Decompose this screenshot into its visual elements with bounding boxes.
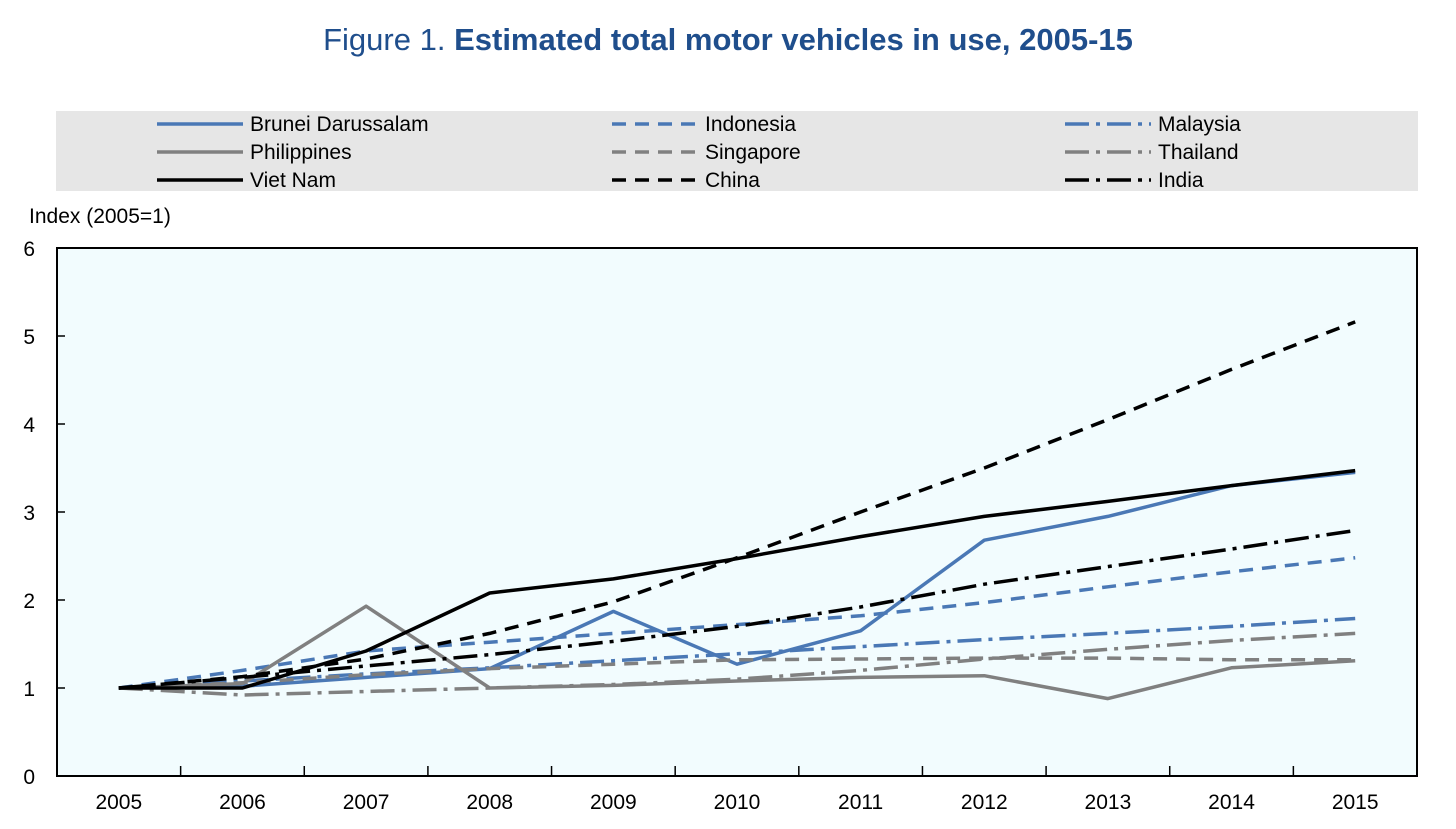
figure-prefix: Figure 1. [323,22,446,57]
x-tick-label: 2006 [219,791,266,814]
x-tick-label: 2011 [838,791,883,814]
y-axis-label: Index (2005=1) [29,205,171,228]
y-axis: 0 1 2 3 4 5 6 [23,238,65,789]
series-line-brunei-darussalam [118,470,1356,690]
legend-label: India [1158,169,1204,192]
x-tick-label: 2014 [1208,791,1255,814]
legend-label: China [705,169,760,192]
legend-label: Indonesia [705,113,796,136]
y-tick-label: 1 [23,678,35,701]
legend: Brunei Darussalam Indonesia Malaysia Philip… [157,113,1241,192]
x-axis: 2005 2006 2007 2008 2009 2010 2011 2012 2013 2014… [95,766,1379,814]
y-tick-label: 2 [23,590,35,613]
x-tick-label: 2007 [343,791,390,814]
x-tick-label: 2008 [466,791,513,814]
series-line-indonesia [118,556,1356,690]
legend-label: Brunei Darussalam [250,113,429,136]
x-tick-label: 2013 [1085,791,1132,814]
series-lines [118,320,1356,701]
y-tick-label: 4 [23,414,35,437]
legend-label: Viet Nam [250,169,336,192]
legend-label: Singapore [705,141,801,164]
legend-background [56,111,1418,191]
x-tick-label: 2009 [590,791,637,814]
y-tick-label: 6 [23,238,35,261]
series-line-philippines [118,604,1356,701]
y-tick-label: 0 [23,766,35,789]
chart-title: Figure 1. Estimated total motor vehicles… [0,22,1456,58]
legend-label: Malaysia [1158,113,1241,136]
series-line-india [118,528,1356,690]
legend-label: Philippines [250,141,352,164]
x-tick-label: 2005 [95,791,142,814]
x-tick-label: 2010 [714,791,761,814]
y-tick-label: 3 [23,502,35,525]
y-tick-label: 5 [23,326,35,349]
x-tick-label: 2012 [961,791,1008,814]
series-line-malaysia [118,616,1356,690]
x-tick-label: 2015 [1332,791,1379,814]
plot-area [56,247,1418,777]
figure-title: Estimated total motor vehicles in use, 2… [454,22,1133,57]
series-line-china [118,320,1356,690]
legend-label: Thailand [1158,141,1239,164]
